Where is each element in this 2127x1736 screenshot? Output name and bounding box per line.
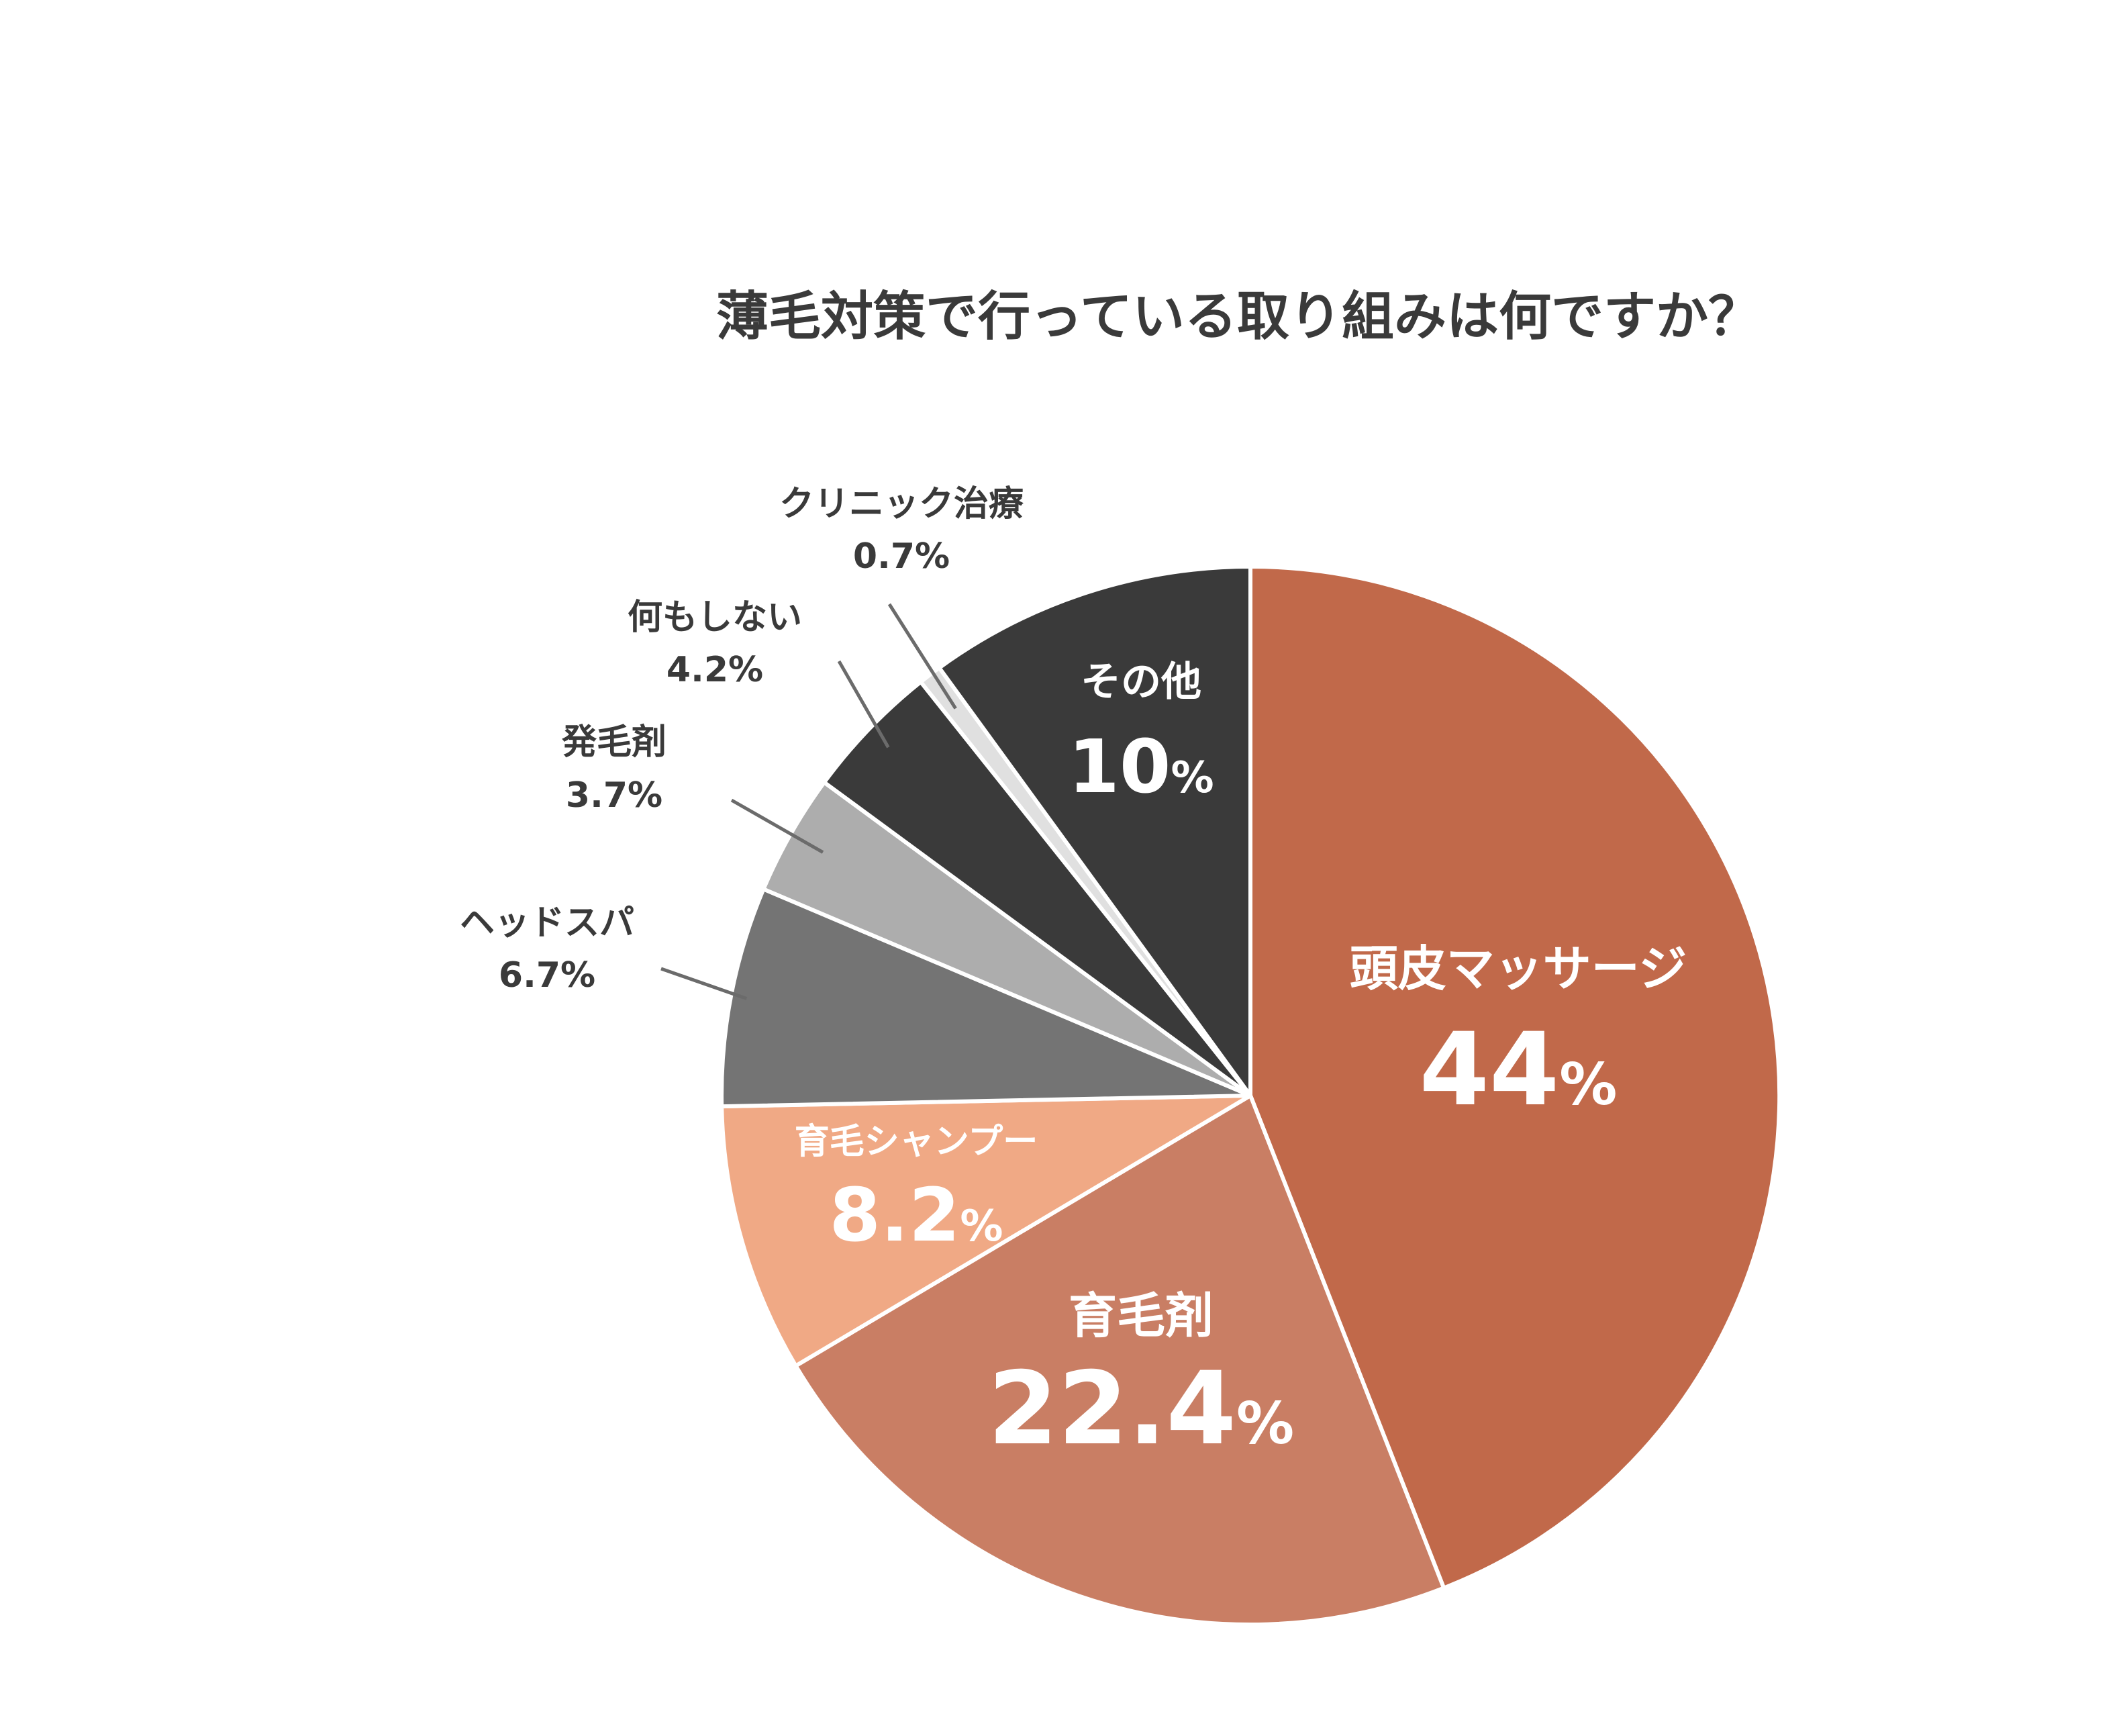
slice-value-label: 6.7% [499,955,595,996]
slice-label: ヘッドスパ [460,903,634,943]
slice-label: 育毛シャンプー [795,1122,1038,1162]
leader-line [730,798,824,854]
pie-slice [720,887,1252,1109]
leader-line [887,603,957,710]
slice-value-label: 22.4% [988,1351,1294,1467]
slice-label: 頭皮マッサージ [1350,941,1687,997]
slice-label: 発毛剤 [562,722,666,763]
slice-value-label: 3.7% [566,775,662,816]
slice-label: クリニック治療 [779,484,1024,524]
pie-slices [720,565,1782,1627]
slice-value-label: 0.7% [853,536,950,577]
slice-labels: 頭皮マッサージ 44% 育毛剤 22.4% 育毛シャンプー 8.2% ヘッドスパ 6.7% 発毛… [460,484,1687,1467]
pie-slice [822,679,1252,1098]
slice-value-label: 10% [1068,724,1214,810]
slice-value-label: 4.2% [666,650,763,690]
leader-line [837,660,890,749]
slice-value-label: 44% [1420,1012,1618,1128]
leader-line [660,967,748,1000]
pie-slice [793,1094,1446,1627]
pie-slice [1248,565,1782,1590]
slice-label: 何もしない [628,597,802,638]
slice-label: 育毛剤 [1069,1288,1214,1344]
slice-label: その他 [1081,659,1201,706]
leader-lines [660,603,957,1000]
pie-slice [720,1094,1252,1368]
slice-value-label: 8.2% [830,1172,1003,1258]
chart-title: 薄毛対策で行っている取り組みは何ですか？ [716,287,1761,347]
pie-slice [937,565,1252,1098]
